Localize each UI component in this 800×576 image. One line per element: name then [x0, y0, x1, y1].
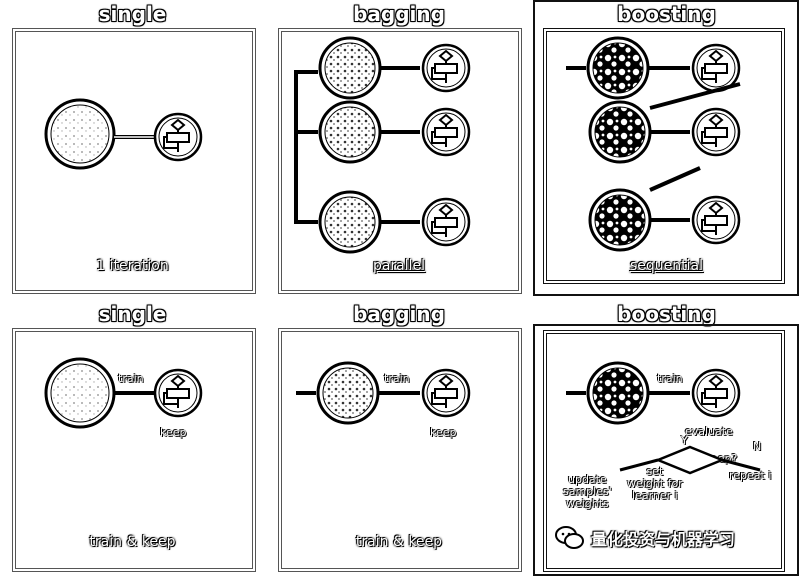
panel-boosting-bottom: boosting train evaluate keep? Y N repeat…: [533, 300, 800, 576]
panel-boosting-top: boosting sequential: [533, 0, 800, 296]
learner-icon: [421, 368, 471, 418]
bagging-top-graph: [294, 36, 471, 254]
dataset-circle: [586, 361, 650, 425]
panel-title: boosting: [617, 2, 716, 26]
learner-icon: [421, 197, 471, 247]
panel-caption: sequential: [629, 258, 703, 274]
panel-title: bagging: [353, 2, 445, 26]
dataset-circle: [44, 357, 116, 429]
keep-label: keep: [160, 426, 187, 439]
learner-icon: [421, 43, 471, 93]
panel-bagging-top: bagging parallel: [268, 0, 530, 295]
learner-icon: [153, 368, 203, 418]
yes-label: Y: [681, 434, 688, 447]
panel-title: bagging: [353, 302, 445, 326]
dataset-circle: [318, 36, 382, 100]
panel-caption: train & keep: [89, 534, 176, 550]
panel-frame: [543, 28, 785, 284]
evaluate-label: evaluate: [685, 425, 733, 438]
decision-diamond: [654, 445, 726, 475]
dataset-circle: [588, 100, 652, 164]
learner-icon: [153, 112, 203, 162]
train-label: train: [657, 372, 683, 385]
panel-title: boosting: [617, 302, 716, 326]
dataset-circle: [44, 98, 116, 170]
panel-caption: parallel: [372, 258, 426, 274]
watermark-text: 量化投资与机器学习: [591, 530, 736, 549]
panel-outer-border: [533, 0, 799, 296]
panel-caption: 1 iteration: [96, 258, 169, 274]
dataset-circle: [586, 36, 650, 100]
boosting-bottom-graph: [566, 361, 761, 475]
panel-frame: [543, 330, 785, 572]
panel-caption: train & keep: [355, 534, 443, 550]
dataset-circle: [588, 188, 652, 252]
learner-icon: [421, 107, 471, 157]
panel-frame: [12, 28, 256, 294]
train-label: train: [384, 372, 410, 385]
train-label: train: [118, 372, 144, 385]
bagging-bottom-graph: [296, 361, 471, 425]
no-label: N: [753, 440, 762, 453]
set-weight-label: set weight for learner i: [627, 465, 683, 502]
panel-single-top: single 1 iteration: [0, 0, 265, 295]
boosting-top-graph: [566, 36, 741, 252]
single-bottom-graph: [44, 357, 203, 429]
panel-title: single: [98, 2, 167, 26]
panel-frame: [12, 328, 256, 572]
panel-bagging-bottom: bagging train keep train & keep: [268, 300, 530, 575]
keep-label: keep: [430, 426, 457, 439]
dataset-circle: [318, 100, 382, 164]
learner-icon: [691, 368, 741, 418]
learner-icon: [691, 107, 741, 157]
panel-title: single: [98, 302, 167, 326]
panel-frame: [278, 28, 522, 294]
panel-frame: [278, 328, 522, 572]
single-top-graph: [44, 98, 203, 170]
learner-icon: [691, 195, 741, 245]
update-weights-label: update samples' weights: [563, 473, 612, 510]
repeat-label: repeat i: [729, 469, 772, 482]
dataset-circle: [318, 190, 382, 254]
dataset-circle: [316, 361, 380, 425]
panel-single-bottom: single train keep train & keep: [0, 300, 265, 575]
watermark: 量化投资与机器学习: [555, 523, 785, 553]
wechat-icon: [555, 525, 585, 551]
